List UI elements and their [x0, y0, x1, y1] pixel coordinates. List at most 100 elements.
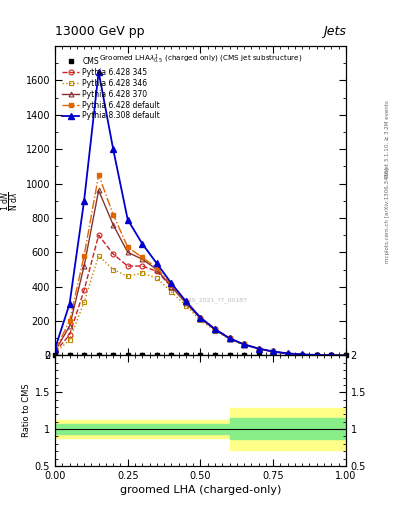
- Text: Jets: Jets: [323, 26, 346, 38]
- CMS: [227, 352, 232, 358]
- Pythia 6.428 default: [184, 299, 188, 305]
- Pythia 6.428 345: [198, 314, 203, 321]
- Pythia 6.428 346: [227, 336, 232, 342]
- Line: Pythia 6.428 default: Pythia 6.428 default: [53, 173, 348, 358]
- Pythia 6.428 345: [125, 263, 130, 269]
- Pythia 6.428 345: [300, 352, 305, 358]
- CMS: [125, 352, 130, 358]
- Pythia 6.428 346: [96, 253, 101, 259]
- Line: Pythia 8.308 default: Pythia 8.308 default: [52, 69, 349, 358]
- Pythia 6.428 346: [184, 303, 188, 309]
- Pythia 6.428 370: [125, 249, 130, 255]
- CMS: [184, 352, 188, 358]
- Pythia 6.428 default: [169, 282, 174, 288]
- Pythia 6.428 346: [213, 328, 217, 334]
- Pythia 6.428 370: [67, 323, 72, 329]
- CMS: [242, 352, 246, 358]
- Pythia 6.428 370: [140, 256, 145, 262]
- Pythia 6.428 default: [343, 352, 348, 358]
- Pythia 6.428 346: [154, 275, 159, 281]
- CMS: [67, 352, 72, 358]
- Pythia 6.428 346: [82, 299, 86, 305]
- Pythia 8.308 default: [242, 342, 246, 348]
- Pythia 6.428 345: [154, 268, 159, 274]
- Pythia 6.428 345: [111, 251, 116, 257]
- Pythia 6.428 345: [169, 284, 174, 290]
- Line: CMS: CMS: [53, 353, 348, 357]
- Pythia 8.308 default: [53, 346, 57, 352]
- Pythia 6.428 default: [154, 265, 159, 271]
- Pythia 6.428 default: [300, 352, 305, 358]
- Pythia 8.308 default: [111, 146, 116, 152]
- Pythia 6.428 345: [242, 341, 246, 347]
- Pythia 8.308 default: [314, 352, 319, 358]
- Pythia 6.428 345: [343, 352, 348, 358]
- Pythia 6.428 345: [314, 352, 319, 358]
- Pythia 6.428 370: [82, 263, 86, 269]
- Pythia 6.428 346: [53, 350, 57, 356]
- Pythia 8.308 default: [256, 346, 261, 352]
- Pythia 6.428 346: [285, 351, 290, 357]
- CMS: [53, 352, 57, 358]
- Pythia 8.308 default: [343, 352, 348, 358]
- Pythia 6.428 370: [271, 349, 275, 355]
- Pythia 6.428 346: [125, 273, 130, 280]
- CMS: [213, 352, 217, 358]
- Pythia 6.428 default: [227, 335, 232, 342]
- Pythia 8.308 default: [285, 350, 290, 356]
- Pythia 6.428 346: [300, 352, 305, 358]
- Pythia 8.308 default: [227, 335, 232, 342]
- Pythia 6.428 370: [256, 346, 261, 352]
- Legend: CMS, Pythia 6.428 345, Pythia 6.428 346, Pythia 6.428 370, Pythia 6.428 default,: CMS, Pythia 6.428 345, Pythia 6.428 346,…: [61, 55, 162, 122]
- Pythia 6.428 345: [227, 335, 232, 342]
- Pythia 6.428 370: [111, 222, 116, 228]
- Pythia 6.428 370: [184, 300, 188, 306]
- Pythia 6.428 370: [96, 187, 101, 194]
- Pythia 8.308 default: [198, 314, 203, 321]
- CMS: [140, 352, 145, 358]
- Pythia 6.428 default: [256, 346, 261, 352]
- CMS: [314, 352, 319, 358]
- Pythia 6.428 345: [53, 349, 57, 355]
- Pythia 6.428 370: [169, 284, 174, 290]
- Pythia 6.428 346: [314, 352, 319, 358]
- Pythia 6.428 default: [329, 352, 334, 358]
- CMS: [111, 352, 116, 358]
- Pythia 6.428 345: [140, 263, 145, 269]
- Text: CMS_2021_??_00187: CMS_2021_??_00187: [182, 297, 248, 303]
- Pythia 6.428 370: [329, 352, 334, 358]
- Text: Groomed LHA$\lambda^{1}_{0.5}$ (charged only) (CMS jet substructure): Groomed LHA$\lambda^{1}_{0.5}$ (charged …: [99, 52, 302, 66]
- Pythia 6.428 345: [271, 349, 275, 355]
- Pythia 6.428 default: [125, 244, 130, 250]
- Pythia 6.428 default: [82, 253, 86, 259]
- Pythia 8.308 default: [154, 261, 159, 267]
- Pythia 6.428 346: [271, 349, 275, 355]
- Text: 13000 GeV pp: 13000 GeV pp: [55, 26, 145, 38]
- Pythia 6.428 346: [169, 289, 174, 295]
- Pythia 6.428 370: [314, 352, 319, 358]
- CMS: [198, 352, 203, 358]
- Pythia 6.428 346: [67, 337, 72, 343]
- Text: Rivet 3.1.10, ≥ 3.2M events: Rivet 3.1.10, ≥ 3.2M events: [385, 100, 390, 177]
- Pythia 6.428 default: [53, 347, 57, 353]
- Pythia 6.428 345: [184, 299, 188, 305]
- CMS: [96, 352, 101, 358]
- Pythia 6.428 370: [154, 266, 159, 272]
- Pythia 6.428 346: [329, 352, 334, 358]
- Pythia 8.308 default: [125, 217, 130, 223]
- Pythia 6.428 345: [213, 326, 217, 332]
- Y-axis label: $\frac{1}{\mathrm{N}}\frac{\mathrm{d}N}{\mathrm{d}\lambda}$: $\frac{1}{\mathrm{N}}\frac{\mathrm{d}N}{…: [0, 191, 21, 211]
- Pythia 6.428 370: [285, 351, 290, 357]
- Pythia 6.428 345: [82, 287, 86, 293]
- CMS: [285, 352, 290, 358]
- Pythia 6.428 346: [242, 342, 246, 348]
- Pythia 6.428 345: [256, 346, 261, 352]
- Line: Pythia 6.428 370: Pythia 6.428 370: [53, 188, 348, 358]
- Pythia 6.428 346: [111, 266, 116, 272]
- Pythia 6.428 default: [198, 314, 203, 321]
- Pythia 6.428 345: [67, 332, 72, 338]
- Pythia 8.308 default: [271, 348, 275, 354]
- Pythia 6.428 default: [96, 172, 101, 178]
- CMS: [154, 352, 159, 358]
- Line: Pythia 6.428 346: Pythia 6.428 346: [53, 253, 348, 358]
